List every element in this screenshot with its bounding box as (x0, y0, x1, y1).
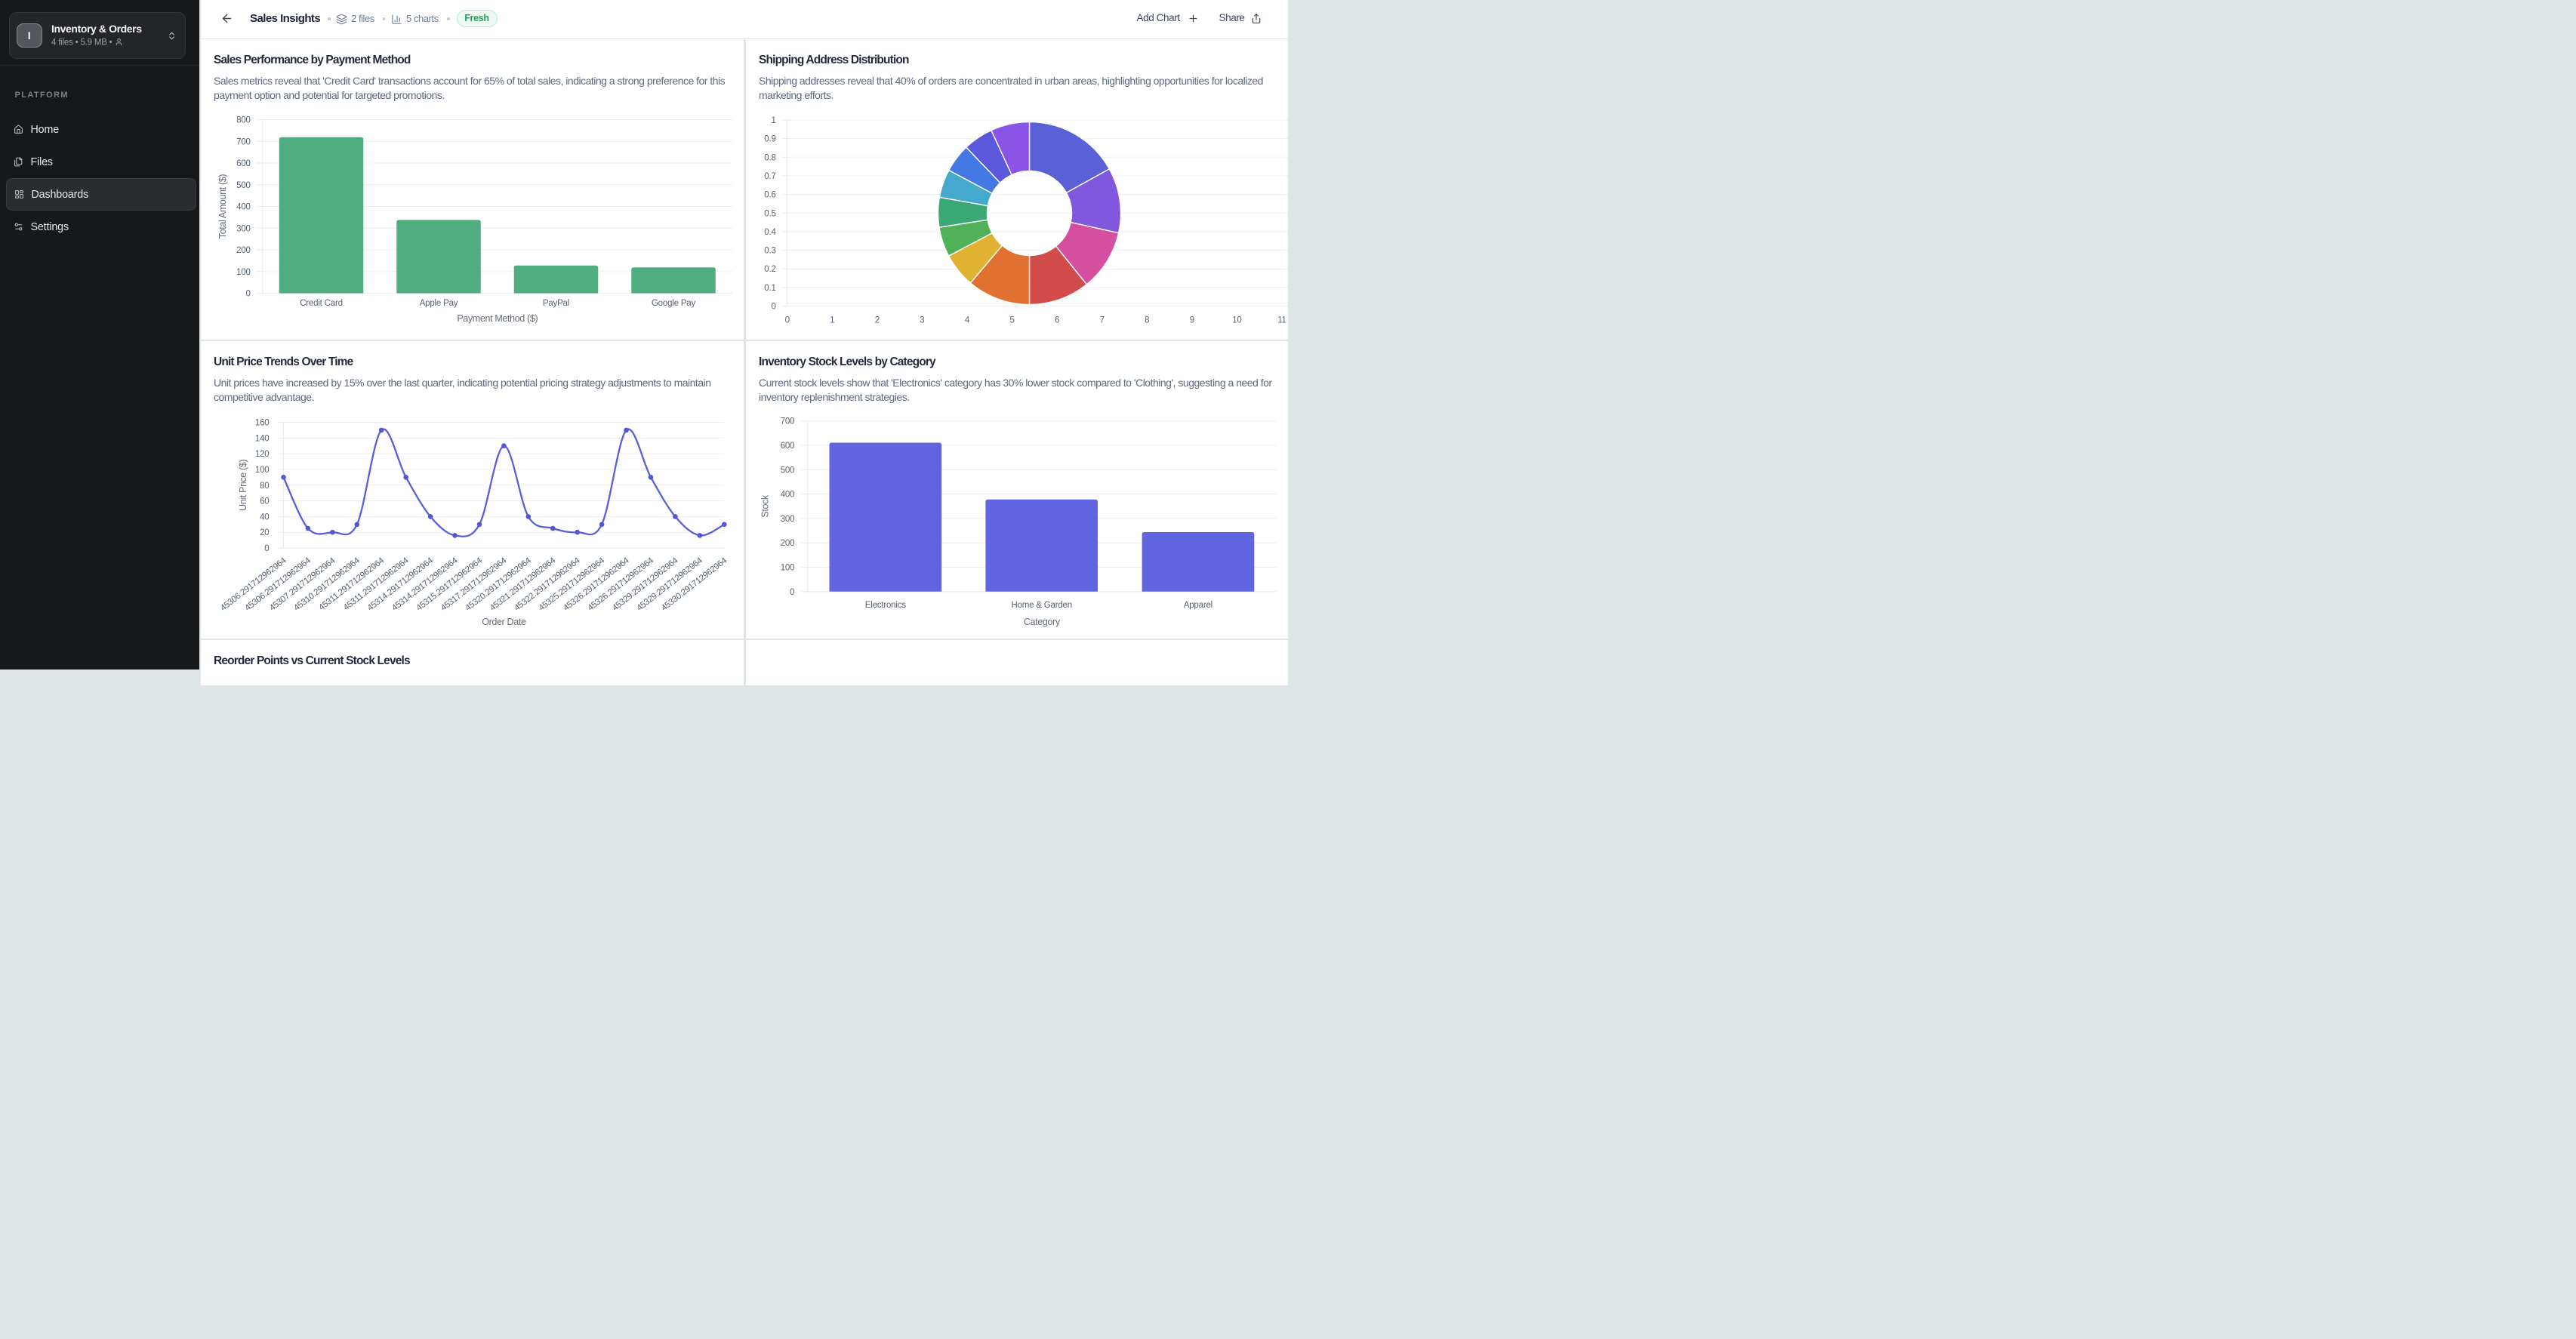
svg-text:120: 120 (255, 450, 270, 459)
svg-text:500: 500 (236, 181, 251, 190)
svg-text:200: 200 (781, 539, 795, 548)
svg-text:5: 5 (1009, 316, 1014, 325)
svg-text:400: 400 (781, 491, 795, 500)
svg-text:0.2: 0.2 (764, 265, 775, 274)
svg-text:Order Date: Order Date (482, 617, 526, 627)
svg-text:9: 9 (1190, 316, 1194, 325)
svg-text:0.8: 0.8 (764, 153, 775, 162)
svg-text:700: 700 (781, 417, 795, 426)
svg-text:4: 4 (965, 316, 970, 325)
svg-text:0: 0 (264, 544, 269, 553)
svg-text:20: 20 (260, 528, 269, 537)
svg-text:0.3: 0.3 (764, 247, 775, 256)
svg-text:Total Amount ($): Total Amount ($) (217, 174, 228, 239)
svg-text:Apple Pay: Apple Pay (420, 299, 458, 308)
svg-text:400: 400 (236, 203, 251, 212)
svg-text:8: 8 (1145, 316, 1149, 325)
svg-text:6: 6 (1055, 316, 1059, 325)
svg-text:10: 10 (1232, 316, 1241, 325)
svg-text:Unit Price ($): Unit Price ($) (238, 460, 248, 511)
svg-text:3: 3 (920, 316, 924, 325)
svg-text:0.5: 0.5 (764, 209, 775, 218)
svg-text:11: 11 (1277, 316, 1286, 325)
svg-text:Stock: Stock (760, 494, 771, 518)
svg-text:800: 800 (236, 116, 251, 125)
svg-text:0: 0 (785, 316, 790, 325)
svg-text:0.1: 0.1 (764, 284, 775, 293)
svg-text:700: 700 (236, 137, 251, 146)
svg-text:Home & Garden: Home & Garden (1011, 601, 1072, 610)
svg-text:1: 1 (830, 316, 834, 325)
svg-text:0: 0 (790, 588, 794, 597)
svg-text:Apparel: Apparel (1184, 601, 1213, 610)
svg-text:0: 0 (246, 290, 251, 299)
svg-text:300: 300 (781, 515, 795, 524)
svg-text:2: 2 (875, 316, 880, 325)
svg-text:100: 100 (255, 466, 270, 475)
svg-text:Credit Card: Credit Card (300, 299, 343, 308)
svg-text:100: 100 (781, 564, 795, 573)
svg-text:60: 60 (260, 497, 269, 506)
svg-text:Payment Method ($): Payment Method ($) (457, 313, 538, 324)
svg-text:Google Pay: Google Pay (652, 299, 696, 308)
svg-text:300: 300 (236, 224, 251, 233)
svg-text:600: 600 (781, 442, 795, 451)
svg-text:80: 80 (260, 482, 269, 491)
svg-text:0.7: 0.7 (764, 172, 775, 181)
svg-text:Category: Category (1024, 617, 1061, 627)
svg-text:0.4: 0.4 (764, 228, 776, 237)
svg-text:0.6: 0.6 (764, 191, 775, 200)
svg-text:Electronics: Electronics (865, 601, 906, 610)
svg-text:7: 7 (1100, 316, 1105, 325)
svg-text:500: 500 (781, 466, 795, 475)
svg-text:40: 40 (260, 513, 269, 522)
svg-text:200: 200 (236, 246, 251, 255)
svg-text:1: 1 (771, 116, 775, 125)
svg-text:0: 0 (771, 303, 775, 312)
svg-text:100: 100 (236, 268, 251, 277)
svg-text:600: 600 (236, 159, 251, 168)
svg-text:PayPal: PayPal (543, 299, 569, 308)
svg-text:160: 160 (255, 419, 270, 428)
svg-text:0.9: 0.9 (764, 135, 775, 144)
svg-text:140: 140 (255, 434, 270, 443)
